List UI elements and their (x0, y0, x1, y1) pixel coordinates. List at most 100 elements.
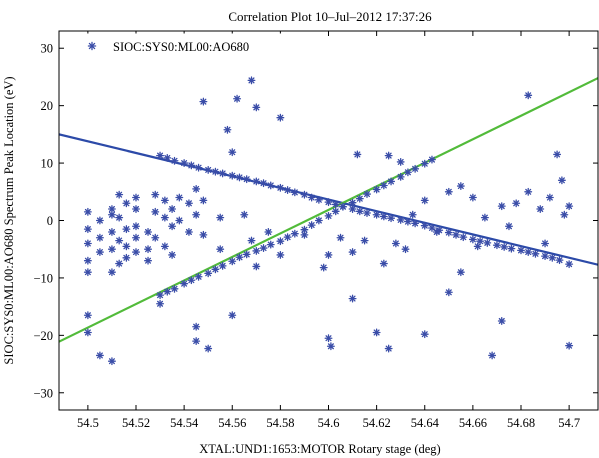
data-point (115, 259, 124, 268)
data-point (115, 213, 124, 222)
data-point (242, 175, 251, 184)
x-tick-label: 54.68 (507, 416, 535, 430)
data-point (216, 213, 225, 222)
data-point (372, 210, 381, 219)
plot-area (59, 76, 598, 366)
data-point (290, 188, 299, 197)
data-point (170, 156, 179, 165)
data-point (553, 150, 562, 159)
data-point (456, 268, 465, 277)
data-point (512, 199, 521, 208)
x-axis-label: XTAL:UND1:1653:MOTOR Rotary stage (deg) (199, 442, 440, 456)
data-point (428, 155, 436, 164)
data-point (156, 151, 165, 160)
data-point (132, 205, 140, 213)
data-point (384, 151, 393, 160)
data-point (517, 246, 525, 255)
data-point (324, 334, 333, 343)
data-point (216, 245, 225, 254)
data-point (276, 237, 285, 246)
data-point (505, 222, 513, 231)
data-point (194, 272, 203, 281)
data-point (480, 213, 489, 222)
data-point (156, 299, 165, 308)
data-point (83, 256, 92, 265)
y-tick-label: 0 (47, 214, 53, 228)
data-point (175, 193, 184, 202)
data-point (319, 263, 328, 272)
data-point (348, 198, 357, 207)
data-point (379, 181, 388, 190)
x-tick-label: 54.58 (266, 416, 294, 430)
data-point (122, 199, 131, 208)
y-tick-label: −30 (33, 386, 53, 400)
data-point (355, 194, 364, 203)
data-point (387, 214, 396, 223)
data-point (132, 193, 140, 202)
data-point (168, 222, 177, 231)
data-point (252, 246, 261, 255)
data-point (300, 190, 309, 199)
data-point (240, 210, 249, 219)
data-point (420, 196, 429, 205)
data-point (326, 342, 335, 351)
data-point (187, 276, 196, 285)
data-point (204, 166, 213, 174)
data-point (252, 103, 261, 112)
data-point (331, 200, 340, 209)
chart-title: Correlation Plot 10–Jul–2012 17:37:26 (228, 9, 432, 24)
data-point (180, 279, 189, 288)
data-point (192, 210, 201, 219)
data-point (83, 268, 92, 277)
data-point (163, 153, 172, 162)
axis-ticks: 54.5 54.52 54.54 54.56 54.58 54.6 54.62 54.64 54… (33, 31, 598, 430)
data-point (290, 229, 299, 238)
data-point (348, 248, 357, 257)
data-point (565, 341, 574, 350)
data-point (223, 125, 232, 134)
data-point (338, 202, 347, 211)
data-point (283, 186, 292, 195)
data-point (107, 210, 116, 219)
x-tick-label: 54.64 (411, 416, 440, 430)
data-point (541, 239, 550, 248)
data-point (524, 248, 533, 257)
data-point (548, 253, 557, 262)
data-point (468, 193, 477, 202)
data-point (144, 256, 152, 265)
data-point (184, 199, 193, 208)
x-tick-label: 54.66 (459, 416, 487, 430)
x-tick-label: 54.52 (122, 416, 150, 430)
data-point (132, 222, 140, 231)
data-point (379, 212, 388, 221)
data-point (252, 262, 261, 271)
data-point (420, 330, 429, 339)
data-point (283, 233, 292, 242)
data-point (259, 179, 268, 188)
data-point (95, 351, 104, 360)
y-axis-label: SIOC:SYS0:ML00:AO680 Spectrum Peak Locat… (2, 76, 16, 364)
data-point (408, 210, 417, 219)
data-point (324, 211, 333, 220)
data-point (233, 94, 242, 103)
legend-series-label: SIOC:SYS0:ML00:AO680 (113, 40, 249, 54)
data-point (83, 239, 92, 248)
data-point (235, 173, 244, 182)
data-point (363, 190, 371, 199)
data-point (531, 249, 540, 258)
data-point (151, 190, 160, 199)
data-point (473, 242, 482, 251)
data-point (192, 184, 201, 193)
data-point (372, 328, 381, 337)
data-point (557, 176, 566, 185)
data-point (500, 242, 509, 251)
data-point (228, 171, 237, 180)
data-point (235, 253, 244, 262)
data-point (363, 209, 371, 217)
data-point (300, 230, 309, 239)
data-point (247, 76, 256, 85)
data-point (204, 344, 213, 353)
data-point (353, 150, 362, 159)
data-point (252, 177, 261, 186)
data-point (401, 245, 410, 254)
